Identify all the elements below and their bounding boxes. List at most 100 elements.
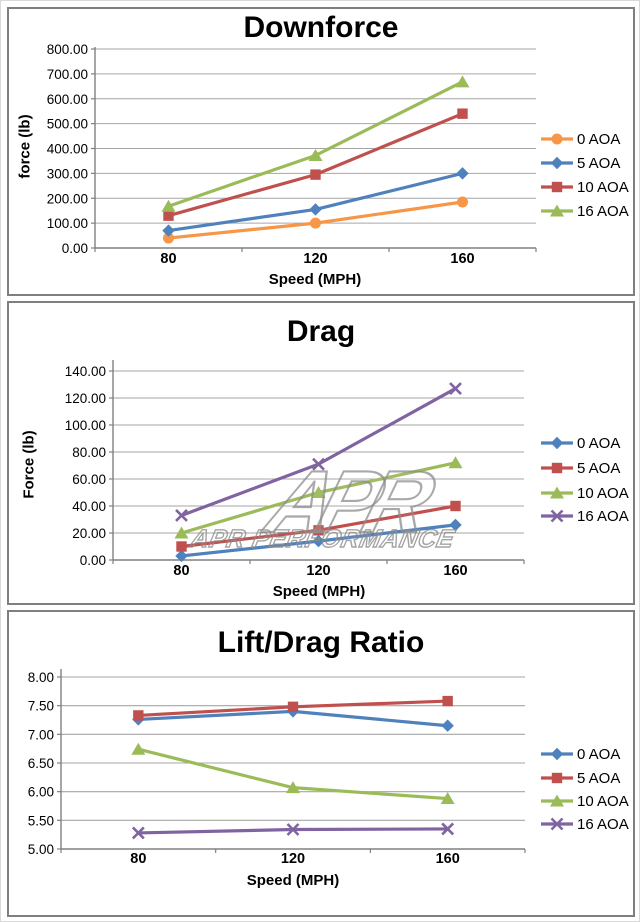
marker-16-aoa [441, 822, 455, 836]
legend-label-16-aoa: 16 AOA [577, 508, 629, 525]
drag-plot-area: 0.00 20.00 40.00 60.00 80.00 100.00 120.00 140.… [65, 360, 629, 579]
legend-label-10-aoa: 10 AOA [577, 179, 629, 196]
x-tick-label: 120 [281, 851, 305, 867]
marker-5-aoa [133, 710, 144, 721]
liftdrag-chart-panel: Lift/Drag Ratio 5.00 5.50 6.00 6.50 7.00 7.50… [7, 610, 635, 917]
marker-16-aoa [312, 457, 325, 471]
downforce-y-axis-title: force (lb) [16, 114, 34, 179]
marker-0-aoa [312, 534, 325, 548]
y-tick-label: 20.00 [72, 526, 106, 541]
x-tick-label: 80 [160, 251, 176, 267]
y-tick-label: 5.00 [28, 842, 54, 857]
y-tick-label: 140.00 [65, 364, 106, 379]
downforce-chart-title: Downforce [243, 11, 399, 44]
y-tick-label: 60.00 [72, 472, 106, 487]
marker-5-aoa [442, 695, 453, 707]
legend-label-10-aoa: 10 AOA [577, 485, 629, 502]
y-tick-label: 0.00 [62, 241, 88, 256]
y-tick-label: 300.00 [47, 166, 88, 181]
legend-label-10-aoa: 10 AOA [577, 793, 629, 810]
marker-16-aoa [286, 823, 300, 836]
legend-label-0-aoa: 0 AOA [577, 746, 620, 763]
y-tick-label: 7.50 [28, 699, 54, 714]
legend-marker-0-aoa [551, 133, 563, 145]
marker-16-aoa [175, 509, 188, 522]
marker-5-aoa [450, 500, 461, 512]
drag-chart-title: Drag [286, 315, 356, 348]
y-tick-label: 5.50 [28, 813, 54, 828]
marker-0-aoa [310, 217, 321, 229]
marker-5-aoa [162, 224, 175, 237]
marker-10-aoa [311, 486, 326, 498]
marker-10-aoa [310, 169, 321, 180]
y-tick-label: 80.00 [72, 445, 106, 460]
y-tick-label: 8.00 [28, 670, 54, 685]
liftdrag-chart-title: Lift/Drag Ratio [217, 626, 425, 659]
marker-16-aoa [161, 199, 176, 212]
x-tick-label: 160 [450, 251, 474, 267]
liftdrag-x-axis-title: Speed (MPH) [246, 872, 340, 889]
series-line-10-aoa [166, 112, 465, 218]
y-tick-label: 700.00 [47, 67, 88, 82]
y-tick-label: 0.00 [80, 553, 106, 568]
marker-10-aoa [174, 526, 189, 539]
y-tick-label: 40.00 [72, 499, 106, 514]
y-tick-label: 6.00 [28, 785, 54, 800]
y-tick-label: 120.00 [65, 391, 106, 406]
downforce-plot-area: 0.00 100.00 200.00 300.00 400.00 500.00 600.00… [47, 42, 629, 267]
y-tick-label: 6.50 [28, 756, 54, 771]
marker-5-aoa [313, 525, 324, 536]
x-tick-label: 120 [303, 251, 327, 267]
drag-x-axis-title: Speed (MPH) [272, 583, 366, 600]
y-tick-label: 200.00 [47, 191, 88, 206]
y-tick-label: 400.00 [47, 142, 88, 157]
y-tick-label: 800.00 [47, 42, 88, 57]
legend-marker-10-aoa [551, 181, 563, 193]
legend-marker-5-aoa [550, 156, 564, 170]
y-tick-label: 600.00 [47, 92, 88, 107]
marker-0-aoa [457, 196, 468, 208]
downforce-x-axis-title: Speed (MPH) [268, 271, 362, 288]
legend-label-0-aoa: 0 AOA [577, 435, 620, 452]
legend-label-5-aoa: 5 AOA [577, 770, 620, 787]
marker-0-aoa [163, 232, 174, 244]
downforce-chart-panel: Downforce 0.00 100.00 200.00 300.00 400.00 50… [7, 7, 635, 296]
legend-marker-16-aoa [550, 817, 564, 831]
x-tick-label: 160 [443, 563, 467, 579]
x-tick-label: 80 [173, 563, 189, 579]
x-tick-label: 80 [130, 851, 146, 867]
liftdrag-plot-area: 5.00 5.50 6.00 6.50 7.00 7.50 8.00 80 120 160 0 AO… [28, 669, 629, 867]
marker-16-aoa [308, 148, 323, 161]
marker-5-aoa [309, 203, 322, 216]
marker-10-aoa [440, 792, 455, 805]
marker-16-aoa [449, 382, 462, 395]
marker-10-aoa [457, 108, 468, 119]
marker-16-aoa [455, 75, 470, 88]
legend-label-5-aoa: 5 AOA [577, 155, 620, 172]
marker-10-aoa [448, 456, 463, 469]
legend-label-16-aoa: 16 AOA [577, 203, 629, 220]
drag-y-axis-title: Force (lb) [20, 430, 38, 499]
legend-label-5-aoa: 5 AOA [577, 460, 620, 477]
drag-chart-panel: Drag 0.00 20.00 40.00 60.00 80.00 100.00 120.0… [7, 301, 635, 605]
legend-marker-16-aoa [550, 509, 564, 523]
marker-0-aoa [441, 719, 454, 732]
marker-16-aoa [131, 826, 145, 840]
x-tick-label: 120 [306, 563, 330, 579]
marker-5-aoa [176, 541, 187, 552]
legend-marker-0-aoa [550, 436, 564, 450]
legend-marker-0-aoa [550, 747, 564, 761]
legend-marker-16-aoa [550, 204, 564, 217]
legend-marker-5-aoa [551, 772, 563, 784]
marker-5-aoa [287, 701, 299, 713]
marker-10-aoa [286, 781, 300, 794]
y-tick-label: 100.00 [65, 418, 106, 433]
y-tick-label: 100.00 [47, 216, 88, 231]
legend-marker-10-aoa [550, 794, 564, 807]
marker-10-aoa [131, 742, 146, 755]
x-tick-label: 160 [436, 851, 460, 867]
legend-marker-10-aoa [550, 486, 564, 499]
legend-marker-5-aoa [551, 462, 563, 474]
marker-5-aoa [456, 167, 469, 180]
